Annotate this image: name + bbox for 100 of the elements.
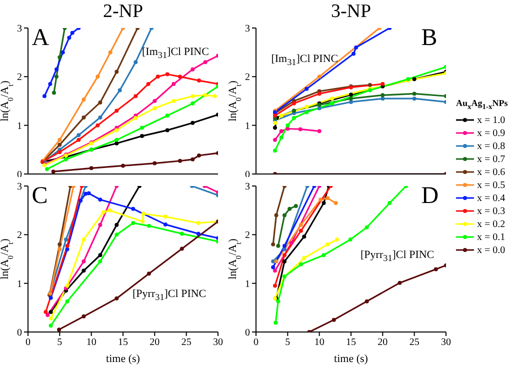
point [317,106,322,110]
x-tick-label: 5 [285,337,290,348]
legend-label: x = 0.8 [477,140,506,152]
annotation: D [421,183,439,210]
point [114,232,119,237]
point [52,90,56,95]
point [326,242,330,246]
point [178,158,182,163]
point [82,314,86,318]
point [292,101,296,106]
point [48,316,53,320]
point [412,77,416,82]
x-tick-label: 0 [254,337,258,348]
y-tick-label: 1 [17,278,22,290]
point [82,268,86,273]
point [48,324,53,328]
point [364,299,369,304]
point [165,114,170,118]
annotation: [Im$_{31}$]Cl PINC [271,52,338,68]
point [286,126,290,131]
point [274,259,278,264]
point [89,166,94,170]
chart-title: 3-NP [330,1,372,23]
point [98,198,102,202]
point [354,45,358,50]
y-tick-label: 0 [245,328,250,339]
point [203,60,208,64]
point [412,92,416,96]
point [317,129,322,134]
point [86,191,91,196]
point [82,259,86,264]
point [298,262,303,266]
point [156,74,160,79]
point [98,222,102,227]
legend-label: x = 0.0 [477,244,506,256]
point [134,60,138,64]
point [279,114,284,118]
point [180,246,184,251]
point [114,141,119,146]
point [271,259,276,264]
point [334,201,338,206]
point [368,82,372,87]
y-tick-label: 0 [17,328,22,339]
annotation: A [32,25,50,52]
point [46,312,50,317]
point [190,101,195,106]
point [197,78,201,83]
point [134,116,138,120]
point [64,238,68,242]
y-tick-label: 2 [245,230,250,242]
point [98,253,102,258]
point [131,206,136,211]
point [57,328,62,332]
point [276,244,280,248]
legend-label: x = 0.7 [477,154,506,165]
point [58,55,62,60]
x-tick-label: 5 [57,337,62,348]
y-tick-label: 2 [17,72,22,84]
x-tick-label: 0 [26,337,30,348]
x-tick-label: 15 [346,337,356,348]
point [279,129,284,134]
legend-label: x = 0.2 [477,218,506,230]
point [274,320,278,325]
x-tick-label: 15 [118,337,128,348]
point [282,213,286,218]
y-tick-label: 3 [17,24,22,35]
legend-label: x = 0.9 [477,128,506,139]
point [197,154,201,158]
point [114,108,119,113]
y-tick-label: 3 [17,182,22,193]
x-tick-label: 20 [378,337,388,348]
point [146,224,151,228]
point [318,198,323,202]
point [146,272,151,276]
legend-title: Au$_{x}$Ag$_{1-x}$NPs [456,98,508,111]
point [304,86,309,91]
point [294,204,298,208]
legend-label: x = 0.1 [477,232,506,243]
point [140,134,144,138]
point [44,310,48,314]
point [288,206,292,211]
point [67,36,72,40]
point [54,74,58,79]
x-tick-label: 25 [181,337,192,348]
point [108,50,112,54]
chart-title: 2-NP [102,1,144,23]
point [282,244,286,248]
point [196,220,200,225]
point [121,164,125,168]
point [141,212,146,216]
point [273,114,277,118]
point [330,96,334,101]
point [330,101,334,106]
x-axis-title: time (s) [334,353,368,365]
point [114,296,119,300]
point [84,192,88,196]
y-tick-label: 2 [17,230,22,242]
point [118,88,122,92]
point [274,213,278,218]
point [82,238,86,242]
